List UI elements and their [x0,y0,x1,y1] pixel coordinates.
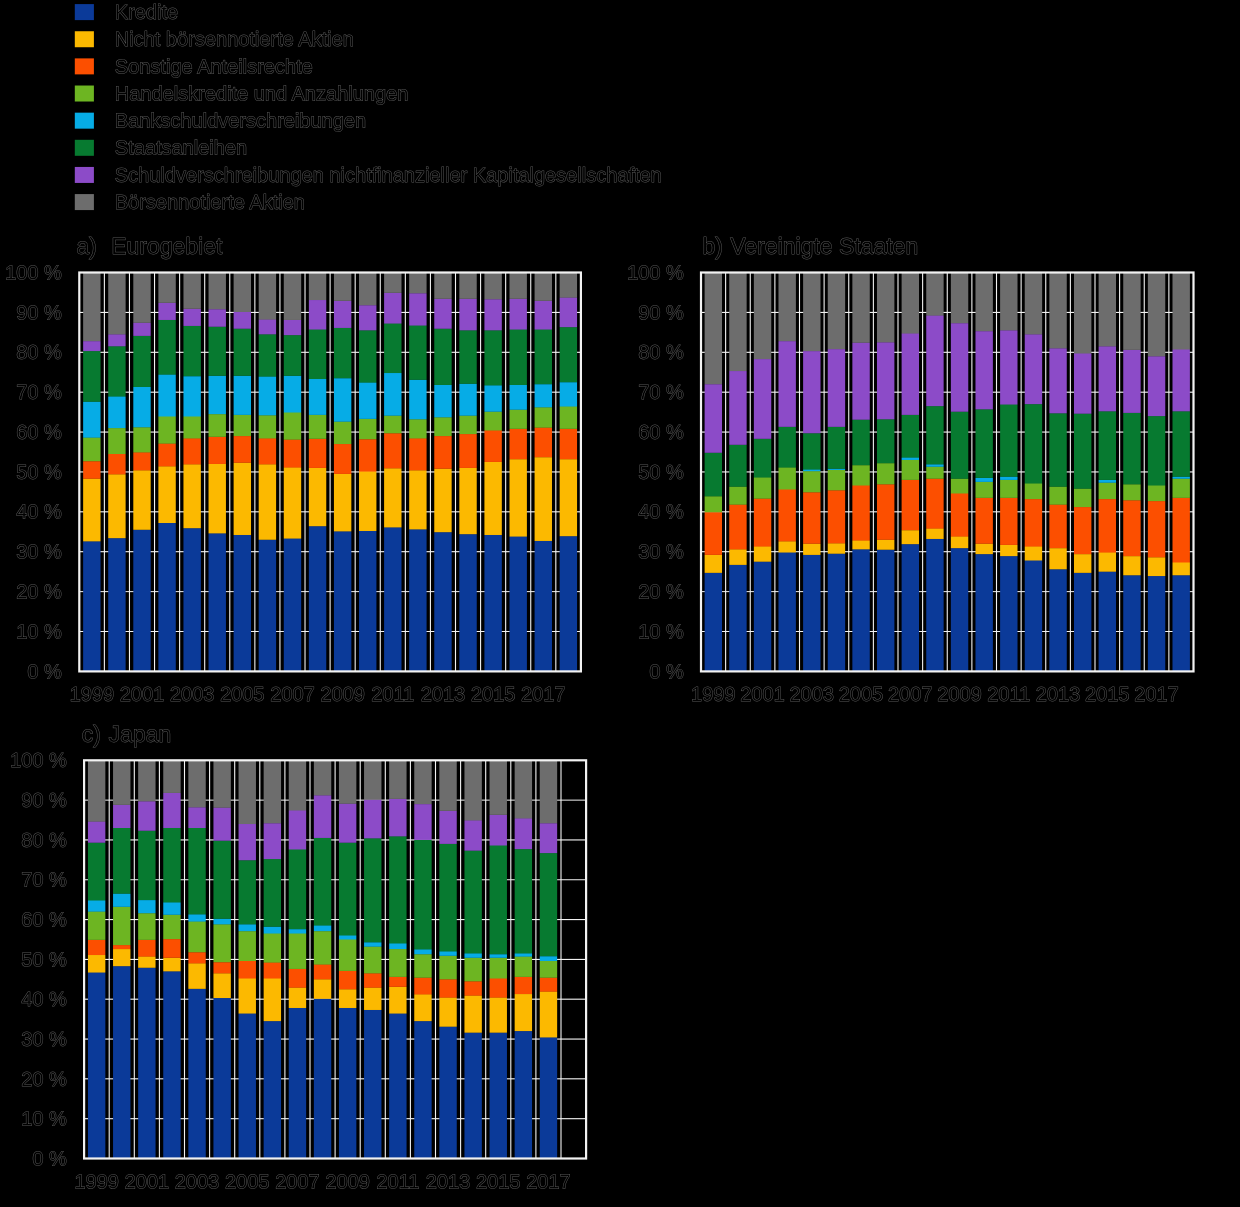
svg-text:b): b) [703,233,723,259]
svg-text:2007: 2007 [275,1171,320,1193]
svg-text:2015: 2015 [471,684,516,706]
svg-text:60 %: 60 % [21,909,67,931]
svg-text:2015: 2015 [1085,684,1130,706]
svg-text:80 %: 80 % [638,342,684,364]
svg-text:40 %: 40 % [21,989,67,1011]
svg-text:2011: 2011 [376,1171,419,1193]
svg-text:2017: 2017 [1134,684,1179,706]
svg-text:10 %: 10 % [21,1109,67,1131]
svg-text:60 %: 60 % [638,422,684,444]
svg-text:2009: 2009 [320,684,365,706]
svg-text:Staatsanleihen: Staatsanleihen [115,138,247,160]
svg-text:90 %: 90 % [16,302,62,324]
svg-text:2013: 2013 [1036,684,1081,706]
svg-text:2009: 2009 [937,684,982,706]
svg-text:0 %: 0 % [32,1148,67,1170]
svg-text:80 %: 80 % [21,830,67,852]
svg-text:1999: 1999 [691,684,736,706]
svg-text:Börsennotierte Aktien: Börsennotierte Aktien [115,192,305,214]
svg-text:Sonstige Anteilsrechte: Sonstige Anteilsrechte [115,56,313,78]
svg-text:2007: 2007 [888,684,933,706]
svg-text:30 %: 30 % [638,542,684,564]
svg-text:20 %: 20 % [638,582,684,604]
svg-text:2001: 2001 [125,1171,170,1193]
svg-text:2001: 2001 [120,684,165,706]
svg-text:2011: 2011 [371,684,414,706]
svg-text:2017: 2017 [526,1171,571,1193]
svg-text:2013: 2013 [426,1171,471,1193]
svg-text:2013: 2013 [421,684,466,706]
svg-text:50 %: 50 % [638,462,684,484]
svg-text:60 %: 60 % [16,422,62,444]
svg-text:2009: 2009 [325,1171,370,1193]
svg-text:Nicht börsennotierte Aktien: Nicht börsennotierte Aktien [115,29,354,51]
svg-text:Eurogebiet: Eurogebiet [111,233,223,259]
svg-text:2015: 2015 [476,1171,521,1193]
svg-text:2017: 2017 [521,684,566,706]
svg-text:0 %: 0 % [649,661,684,683]
svg-text:10 %: 10 % [638,621,684,643]
svg-text:Handelskredite und Anzahlungen: Handelskredite und Anzahlungen [115,83,409,105]
svg-text:20 %: 20 % [16,582,62,604]
svg-text:80 %: 80 % [16,342,62,364]
svg-text:2011: 2011 [987,684,1030,706]
svg-text:2003: 2003 [175,1171,220,1193]
svg-text:40 %: 40 % [16,502,62,524]
svg-text:30 %: 30 % [16,542,62,564]
svg-text:100 %: 100 % [10,750,67,772]
svg-text:Japan: Japan [109,721,172,747]
svg-text:2005: 2005 [225,1171,270,1193]
svg-text:70 %: 70 % [21,870,67,892]
svg-text:2001: 2001 [740,684,785,706]
svg-text:50 %: 50 % [16,462,62,484]
svg-text:2005: 2005 [839,684,884,706]
svg-text:90 %: 90 % [638,302,684,324]
svg-text:100 %: 100 % [5,262,62,284]
svg-text:90 %: 90 % [21,790,67,812]
svg-text:0 %: 0 % [27,661,62,683]
svg-text:Bankschuldverschreibungen: Bankschuldverschreibungen [115,111,366,133]
svg-text:1999: 1999 [70,684,115,706]
svg-text:50 %: 50 % [21,949,67,971]
svg-text:100 %: 100 % [627,262,684,284]
svg-text:Kredite: Kredite [115,2,178,24]
svg-text:1999: 1999 [74,1171,119,1193]
svg-text:Vereinigte Staaten: Vereinigte Staaten [730,233,918,259]
svg-text:2005: 2005 [220,684,265,706]
svg-text:30 %: 30 % [21,1029,67,1051]
svg-text:2003: 2003 [790,684,835,706]
svg-text:70 %: 70 % [638,382,684,404]
svg-text:2007: 2007 [270,684,315,706]
svg-text:10 %: 10 % [16,621,62,643]
svg-text:a): a) [76,233,96,259]
svg-text:Schuldverschreibungen nichtfin: Schuldverschreibungen nichtfinanzieller … [115,165,662,187]
svg-text:2003: 2003 [170,684,215,706]
svg-text:c): c) [82,721,101,747]
svg-text:70 %: 70 % [16,382,62,404]
svg-text:20 %: 20 % [21,1069,67,1091]
svg-text:40 %: 40 % [638,502,684,524]
